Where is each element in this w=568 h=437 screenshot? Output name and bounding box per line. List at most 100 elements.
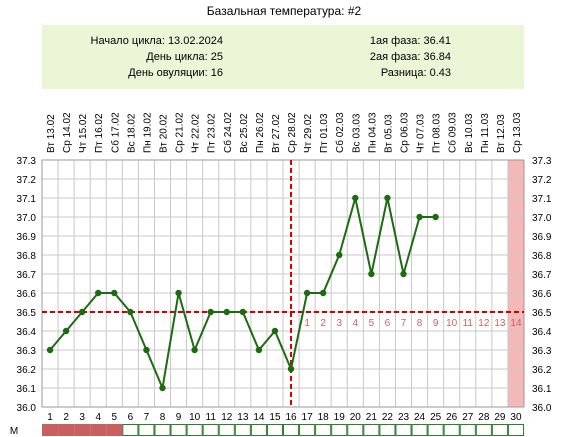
day-number-label: 19 (334, 412, 346, 423)
phase2-row: 2ая фаза: 36.84 (370, 51, 451, 63)
day-strip-cell (202, 424, 219, 436)
temperature-point (319, 289, 327, 297)
difference-row: Разница: 0.43 (381, 67, 451, 79)
ovulation-day-value: 16 (210, 67, 223, 79)
date-label: Пт 23.02 (207, 113, 218, 153)
date-label: Чт 15.02 (78, 114, 89, 153)
day-strip-cell (507, 424, 524, 436)
day-number-label: 26 (446, 412, 458, 423)
day-strip-label: М (10, 426, 18, 437)
date-label: Пн 19.02 (142, 112, 153, 153)
date-label: Сб 02.03 (334, 112, 346, 153)
temperature-point (127, 308, 134, 316)
temperature-point (416, 213, 423, 221)
luteal-day-number: 14 (510, 318, 522, 329)
temperature-point (143, 346, 150, 354)
day-strip-cell (491, 424, 508, 436)
day-number-label: 29 (494, 412, 506, 423)
cycle-day-label: День цикла: (146, 51, 208, 63)
day-strip-cell (170, 424, 187, 436)
day-strip-cell (363, 424, 380, 436)
temperature-point (111, 289, 118, 297)
plot-border (41, 159, 525, 408)
y-tick-label-right: 36.7 (532, 270, 552, 281)
y-tick-label-right: 36.2 (532, 365, 552, 376)
y-tick-label-left: 37.0 (17, 213, 37, 224)
menstruation-cell (42, 424, 59, 436)
date-label: Вс 10.03 (464, 113, 475, 153)
highlight-day-column (507, 160, 524, 407)
y-tick-label-right: 36.3 (532, 346, 552, 357)
day-number-label: 1 (47, 412, 53, 423)
date-label: Сб 17.02 (109, 112, 121, 153)
temperature-point (191, 346, 198, 354)
date-label: Вт 20.02 (159, 114, 170, 153)
date-label: Вс 25.02 (239, 113, 250, 153)
day-strip-cell (347, 424, 364, 436)
y-tick-label-left: 36.3 (17, 346, 37, 357)
day-number-label: 15 (269, 412, 281, 423)
date-label: Пн 11.03 (480, 113, 491, 153)
day-number-label: 21 (366, 412, 378, 423)
date-label: Вс 03.03 (351, 113, 362, 153)
day-strip-cell (154, 424, 171, 436)
luteal-day-number: 4 (353, 318, 359, 329)
day-number-label: 23 (398, 412, 410, 423)
day-strip-cell (138, 424, 155, 436)
menstruation-cell (58, 424, 75, 436)
phase2-value: 36.84 (423, 51, 451, 63)
day-strip-cell (427, 424, 444, 436)
cycle-day-row: День цикла: 25 (146, 51, 223, 63)
temperature-point (400, 270, 407, 278)
day-number-label: 22 (382, 412, 394, 423)
date-label: Ср 14.02 (62, 112, 73, 153)
day-number-label: 3 (79, 412, 85, 423)
difference-value: 0.43 (429, 67, 451, 79)
day-number-label: 25 (430, 412, 442, 423)
luteal-day-number: 5 (369, 318, 375, 329)
date-label: Чт 29.02 (303, 114, 314, 153)
day-strip-cell (218, 424, 235, 436)
day-number-label: 20 (350, 412, 362, 423)
y-tick-label-right: 36.6 (532, 289, 552, 300)
day-strip-cell (283, 424, 300, 436)
date-label: Вс 18.02 (126, 113, 137, 153)
temperature-point (336, 251, 343, 259)
day-number-label: 7 (144, 412, 150, 423)
day-number-label: 16 (285, 412, 297, 423)
day-strip-cell (411, 424, 428, 436)
luteal-day-number: 10 (446, 318, 458, 329)
day-strip-cell (250, 424, 267, 436)
day-number-label: 24 (414, 412, 426, 423)
day-number-label: 9 (176, 412, 182, 423)
day-strip-cell (234, 424, 251, 436)
y-tick-label-right: 37.2 (532, 175, 552, 186)
temperature-point (384, 194, 391, 202)
day-strip-cell (395, 424, 412, 436)
y-tick-label-right: 36.1 (532, 384, 552, 395)
date-label: Чт 22.02 (191, 114, 202, 153)
menstruation-cell (74, 424, 91, 436)
day-number-label: 10 (189, 412, 201, 423)
date-label: Вт 12.03 (496, 114, 507, 153)
temperature-point (239, 308, 247, 316)
day-strip-cell (459, 424, 476, 436)
y-tick-label-right: 37.0 (532, 213, 552, 224)
y-tick-label-left: 36.2 (17, 365, 37, 376)
luteal-day-number: 13 (494, 318, 506, 329)
luteal-day-number: 9 (433, 318, 439, 329)
day-number-label: 11 (206, 412, 217, 423)
day-number-label: 6 (128, 412, 134, 423)
date-label: Ср 28.02 (287, 112, 298, 153)
temperature-point (223, 308, 230, 316)
luteal-day-number: 7 (401, 318, 407, 329)
luteal-day-number: 1 (304, 318, 310, 329)
temperature-point (303, 289, 311, 297)
temperature-point (287, 365, 295, 373)
cycle-start-label: Начало цикла: (90, 35, 165, 47)
y-tick-label-left: 36.1 (17, 384, 37, 395)
y-tick-label-left: 36.6 (17, 289, 37, 300)
y-tick-label-right: 36.4 (532, 327, 552, 338)
temperature-point (78, 308, 86, 316)
page-title: Базальная температура: #2 (206, 4, 362, 18)
